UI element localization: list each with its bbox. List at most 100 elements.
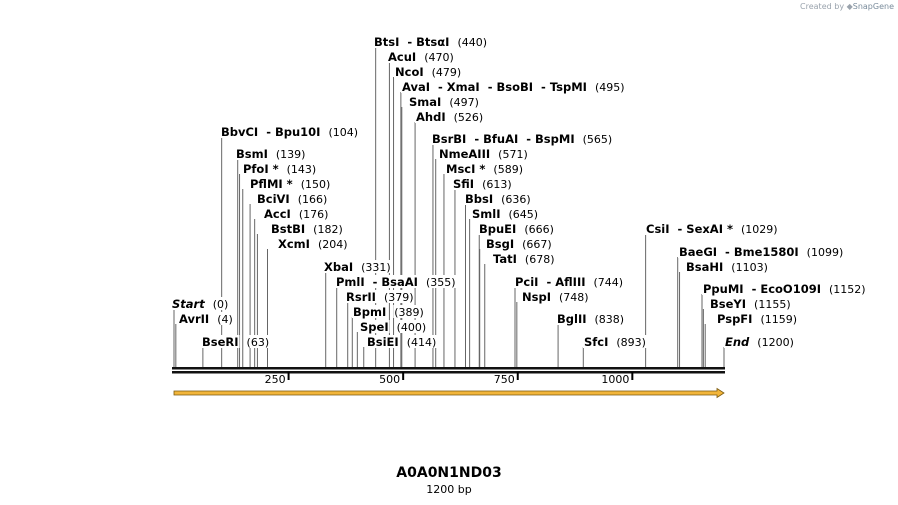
- site-name[interactable]: XbaI: [324, 260, 353, 274]
- label-bg: [323, 260, 355, 273]
- site-position: (1152): [829, 283, 866, 296]
- label-bg: [335, 275, 419, 288]
- label-bg: [756, 335, 795, 348]
- snapgene-credit: Created by ◆SnapGene: [800, 2, 894, 11]
- site-position: (104): [328, 126, 358, 139]
- site-name[interactable]: CsiI - SexAI *: [646, 222, 733, 236]
- label-bg: [593, 312, 626, 325]
- site-position: (440): [457, 36, 487, 49]
- site-position: (667): [522, 238, 552, 251]
- site-position: (1159): [760, 313, 797, 326]
- site-position: (893): [616, 336, 646, 349]
- site-name[interactable]: BseYI: [710, 297, 746, 311]
- label-bg: [438, 147, 492, 160]
- site-position: (143): [287, 163, 317, 176]
- site-position: (331): [361, 261, 391, 274]
- label-bg: [216, 312, 234, 325]
- site-name[interactable]: PciI - AflIII: [515, 275, 586, 289]
- site-name[interactable]: NspI: [522, 290, 551, 304]
- label-bg: [263, 207, 292, 220]
- ruler-ticks: 250 500 750 1000: [265, 372, 634, 386]
- site-labels: Start (0) AvrII (4) BseRI (63) BbvCI - Bpu10I (…: [171, 35, 867, 349]
- label-bg: [507, 207, 540, 220]
- site-name[interactable]: BbsI: [465, 192, 493, 206]
- label-bg: [245, 335, 271, 348]
- site-name[interactable]: AvaI - XmaI - BsoBI - TspMI: [402, 80, 587, 94]
- site-name[interactable]: BpmI: [353, 305, 386, 319]
- site-name[interactable]: AhdI: [416, 110, 446, 124]
- site-name[interactable]: SmaI: [409, 95, 441, 109]
- site-name[interactable]: NmeAIII: [439, 147, 490, 161]
- site-name[interactable]: BsiEI: [367, 335, 399, 349]
- site-name[interactable]: BaeGI - Bme1580I: [679, 245, 799, 259]
- site-name[interactable]: BtsI - BtsαI: [374, 35, 449, 49]
- label-bg: [556, 312, 588, 325]
- site-position: (1103): [731, 261, 768, 274]
- label-bg: [740, 222, 779, 235]
- label-bg: [702, 282, 822, 295]
- site-name[interactable]: PflMI *: [250, 177, 293, 191]
- label-bg: [285, 162, 318, 175]
- site-name[interactable]: SpeI: [360, 320, 389, 334]
- label-bg: [678, 245, 800, 258]
- site-name[interactable]: TatI: [493, 252, 517, 266]
- label-bg: [382, 290, 415, 303]
- label-bg: [514, 275, 587, 288]
- site-name[interactable]: PspFI: [717, 312, 752, 326]
- label-bg: [753, 297, 792, 310]
- label-bg: [478, 222, 518, 235]
- label-bg: [730, 260, 769, 273]
- site-name[interactable]: MscI *: [446, 162, 485, 176]
- site-name[interactable]: XcmI: [278, 237, 310, 251]
- label-bg: [481, 177, 513, 190]
- site-position: (176): [299, 208, 329, 221]
- label-bg: [615, 335, 647, 348]
- site-name[interactable]: AvrII: [179, 312, 209, 326]
- site-name[interactable]: PfoI *: [243, 162, 279, 176]
- site-position: (1099): [807, 246, 844, 259]
- site-name[interactable]: End: [725, 335, 750, 349]
- site-name[interactable]: NcoI: [395, 65, 424, 79]
- site-name[interactable]: BbvCI - Bpu10I: [221, 125, 320, 139]
- label-bg: [178, 312, 211, 325]
- label-bg: [448, 95, 480, 108]
- site-name[interactable]: BpuEI: [479, 222, 516, 236]
- site-position: (139): [276, 148, 306, 161]
- site-name[interactable]: BstBI: [271, 222, 305, 236]
- label-bg: [297, 207, 330, 220]
- label-bg: [645, 222, 734, 235]
- site-name[interactable]: BsrBI - BfuAI - BspMI: [432, 132, 575, 146]
- site-name[interactable]: SmlI: [472, 207, 501, 221]
- site-name[interactable]: BciVI: [257, 192, 290, 206]
- label-bg: [171, 297, 206, 310]
- site-name[interactable]: AcuI: [388, 50, 416, 64]
- label-bg: [274, 147, 307, 160]
- site-position: (166): [298, 193, 328, 206]
- feature-arrow[interactable]: [173, 387, 725, 399]
- label-bg: [592, 275, 625, 288]
- site-name[interactable]: BsgI: [486, 237, 514, 251]
- label-bg: [464, 192, 495, 205]
- site-position: (355): [426, 276, 456, 289]
- site-position: (1029): [741, 223, 778, 236]
- site-position: (744): [594, 276, 624, 289]
- site-name[interactable]: Start: [172, 297, 205, 311]
- label-bg: [256, 192, 291, 205]
- site-position: (4): [217, 313, 233, 326]
- site-name[interactable]: PpuMI - EcoO109I: [703, 282, 821, 296]
- site-name[interactable]: SfiI: [453, 177, 474, 191]
- feature-arrow-shape[interactable]: [173, 387, 725, 399]
- label-bg: [583, 335, 610, 348]
- site-name[interactable]: BseRI: [202, 335, 239, 349]
- label-bg: [387, 50, 418, 63]
- site-name[interactable]: BsmI: [236, 147, 268, 161]
- site-name[interactable]: RsrII: [346, 290, 376, 304]
- site-name[interactable]: SfcI: [584, 335, 608, 349]
- ruler-tick-label: 750: [494, 373, 515, 386]
- snapgene-logo-icon: ◆: [846, 2, 853, 11]
- site-name[interactable]: BsaHI: [686, 260, 723, 274]
- site-name[interactable]: PmlI - BsaAI: [336, 275, 418, 289]
- site-name[interactable]: BglII: [557, 312, 587, 326]
- site-name[interactable]: AccI: [264, 207, 291, 221]
